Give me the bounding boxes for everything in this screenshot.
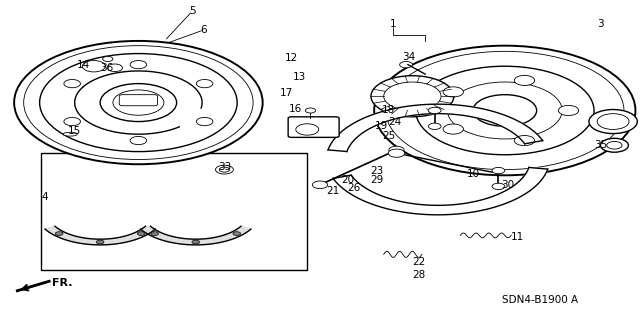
Circle shape — [384, 82, 441, 110]
Ellipse shape — [63, 132, 77, 136]
Text: 5: 5 — [189, 6, 196, 16]
Text: 28: 28 — [412, 270, 426, 280]
FancyBboxPatch shape — [119, 95, 157, 106]
Circle shape — [55, 232, 63, 235]
Text: 10: 10 — [467, 169, 479, 179]
Text: 1: 1 — [390, 19, 397, 28]
Circle shape — [447, 82, 562, 139]
Text: 20: 20 — [341, 175, 354, 185]
Text: 26: 26 — [347, 183, 360, 193]
Circle shape — [220, 167, 230, 172]
Circle shape — [233, 232, 241, 235]
Text: 18: 18 — [382, 106, 396, 115]
Circle shape — [40, 54, 237, 152]
Text: SDN4-B1900 A: SDN4-B1900 A — [502, 295, 578, 305]
Circle shape — [389, 146, 404, 154]
Circle shape — [151, 232, 159, 235]
Text: 19: 19 — [375, 121, 388, 131]
Text: 15: 15 — [68, 126, 81, 136]
Text: 35: 35 — [594, 140, 607, 150]
Circle shape — [102, 56, 113, 62]
Circle shape — [374, 46, 636, 175]
Circle shape — [443, 87, 463, 97]
Text: 34: 34 — [403, 52, 416, 62]
Circle shape — [14, 41, 262, 164]
Circle shape — [196, 117, 213, 126]
Text: 36: 36 — [100, 63, 113, 73]
Circle shape — [130, 137, 147, 145]
Polygon shape — [328, 104, 543, 152]
Circle shape — [64, 79, 81, 88]
Circle shape — [64, 117, 81, 126]
Text: 24: 24 — [388, 116, 402, 127]
Circle shape — [607, 141, 622, 149]
Circle shape — [196, 79, 213, 88]
Circle shape — [492, 183, 505, 189]
Circle shape — [113, 90, 164, 115]
Polygon shape — [141, 226, 251, 245]
Text: 4: 4 — [42, 192, 48, 203]
Circle shape — [100, 84, 177, 122]
FancyBboxPatch shape — [288, 117, 339, 137]
Circle shape — [415, 66, 594, 155]
Circle shape — [130, 61, 147, 69]
Circle shape — [492, 167, 505, 174]
Polygon shape — [333, 167, 548, 215]
Circle shape — [107, 64, 122, 71]
Circle shape — [24, 46, 253, 160]
Circle shape — [589, 109, 637, 134]
Circle shape — [428, 107, 441, 114]
Circle shape — [515, 75, 534, 85]
Text: 30: 30 — [501, 180, 515, 190]
Text: 6: 6 — [201, 25, 207, 35]
Bar — [41, 153, 307, 270]
Text: 21: 21 — [326, 186, 339, 196]
Circle shape — [388, 149, 404, 157]
Text: 23: 23 — [371, 166, 384, 175]
Circle shape — [473, 95, 537, 126]
Text: 12: 12 — [285, 53, 298, 63]
Text: 11: 11 — [511, 232, 524, 242]
Circle shape — [97, 240, 104, 244]
Text: 14: 14 — [76, 60, 90, 70]
Text: 25: 25 — [382, 131, 396, 141]
Text: 29: 29 — [371, 175, 384, 185]
Circle shape — [312, 181, 328, 189]
Circle shape — [83, 61, 105, 72]
Circle shape — [515, 136, 534, 145]
Circle shape — [600, 138, 628, 152]
Circle shape — [443, 124, 463, 134]
Circle shape — [216, 165, 234, 174]
Circle shape — [192, 240, 200, 244]
Circle shape — [296, 124, 319, 135]
Circle shape — [428, 123, 441, 130]
Text: 3: 3 — [597, 19, 604, 28]
Text: 17: 17 — [280, 88, 294, 98]
Text: 33: 33 — [218, 162, 231, 172]
Circle shape — [138, 232, 145, 235]
Circle shape — [386, 51, 624, 170]
Text: 22: 22 — [412, 257, 426, 267]
Circle shape — [399, 62, 412, 68]
Text: 13: 13 — [293, 72, 306, 82]
Circle shape — [597, 114, 629, 130]
Text: 16: 16 — [289, 104, 303, 114]
Circle shape — [305, 108, 316, 113]
Circle shape — [558, 105, 579, 115]
Text: FR.: FR. — [52, 278, 73, 288]
Circle shape — [371, 76, 454, 117]
Polygon shape — [45, 226, 156, 245]
